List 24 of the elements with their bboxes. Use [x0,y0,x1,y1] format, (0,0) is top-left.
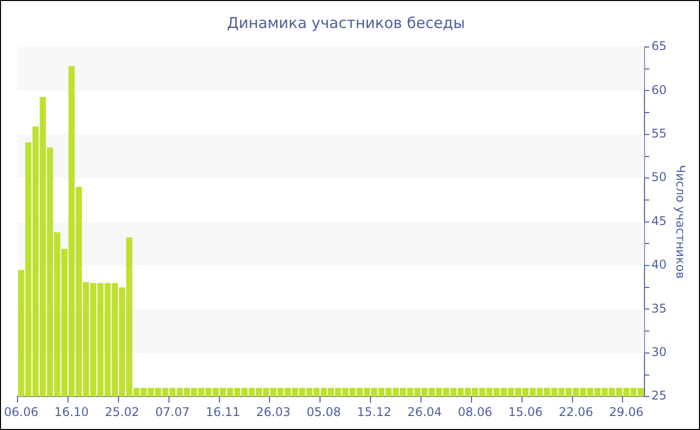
chart-title: Динамика участников беседы [226,14,466,32]
y-tick-label: 30 [651,345,667,360]
x-tick-label: 08.06 [458,404,492,419]
y-tick-label: 35 [651,301,667,316]
y-tick-label: 45 [651,214,667,228]
y-axis-title: Число участников [674,164,688,279]
x-tick-label: 16.10 [54,404,89,419]
y-tick-label: 60 [651,82,667,97]
x-tick-label: 16.11 [206,404,240,419]
x-tick-label: 22.06 [558,404,594,419]
x-tick-label: 26.04 [407,404,442,419]
y-tick-label: 50 [651,170,667,184]
y-tick-label: 25 [651,388,667,403]
x-tick-label: 15.12 [356,404,392,419]
y-tick-label: 65 [651,39,667,54]
x-tick-label: 25.02 [104,404,140,419]
x-tick-label: 07.07 [155,404,190,419]
x-tick-label: 06.06 [4,404,38,419]
x-tick-label: 05.08 [306,404,341,419]
x-tick-label: 29.06 [609,404,644,419]
y-tick-label: 55 [651,126,667,141]
y-tick-label: 40 [651,258,667,272]
x-tick-label: 26.03 [256,404,290,419]
x-tick-label: 15.06 [508,404,543,419]
